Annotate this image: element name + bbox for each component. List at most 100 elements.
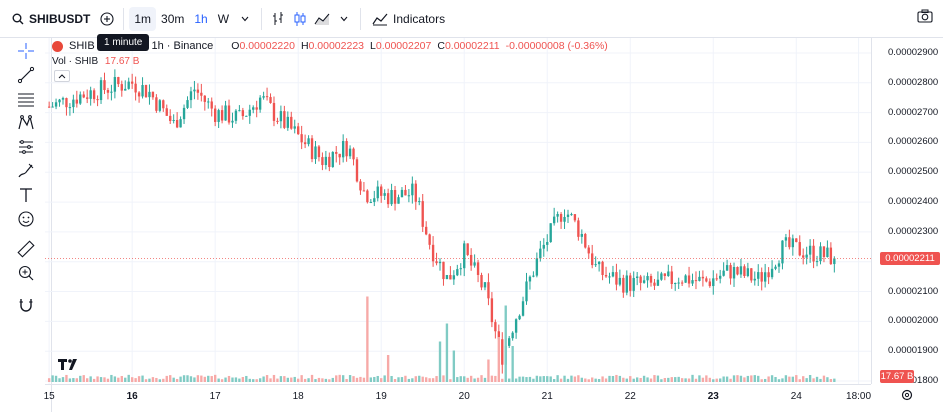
candle-body bbox=[719, 275, 722, 279]
candle-body bbox=[82, 94, 85, 98]
volume-bar bbox=[383, 375, 386, 382]
volume-bar bbox=[214, 374, 217, 382]
candle-body bbox=[795, 238, 798, 243]
candle-body bbox=[383, 193, 386, 196]
volume-bar bbox=[788, 376, 791, 382]
candle-body bbox=[300, 134, 303, 143]
volume-bar bbox=[65, 374, 68, 382]
measure-tool[interactable] bbox=[14, 238, 38, 260]
pattern-tool[interactable] bbox=[14, 112, 38, 134]
volume-bar bbox=[518, 376, 521, 382]
candle-body bbox=[559, 213, 563, 222]
candle-body bbox=[103, 80, 106, 91]
volume-bar bbox=[684, 378, 687, 382]
volume-bar bbox=[421, 376, 424, 382]
candle-body bbox=[722, 270, 725, 276]
candlestick-chart[interactable] bbox=[45, 38, 871, 384]
candle-body bbox=[151, 91, 155, 98]
volume-bar bbox=[463, 376, 466, 382]
candle-body bbox=[165, 108, 168, 116]
candle-body bbox=[196, 89, 200, 93]
indicators-button[interactable]: Indicators bbox=[366, 5, 451, 33]
candle-body bbox=[552, 216, 556, 224]
candle-body bbox=[788, 237, 791, 248]
volume-bar bbox=[86, 378, 89, 382]
volume-bar bbox=[400, 377, 404, 382]
legend-symbol[interactable]: SHIB / bbox=[69, 40, 101, 52]
candle-body bbox=[428, 234, 431, 245]
candle-body bbox=[622, 277, 625, 293]
price-tick-label: 0.00002100 bbox=[888, 285, 939, 297]
volume-bar bbox=[172, 377, 175, 382]
candle-body bbox=[172, 119, 175, 121]
time-axis[interactable]: 15 16 17 18 19 20 21 22 23 24 18:00 bbox=[44, 384, 871, 412]
pattern-icon bbox=[18, 114, 34, 130]
volume-bar bbox=[272, 374, 276, 382]
candle-body bbox=[169, 115, 172, 121]
volume-bar bbox=[276, 378, 279, 382]
brush-tool[interactable] bbox=[14, 160, 38, 182]
volume-bar bbox=[604, 378, 608, 382]
candle-body bbox=[297, 126, 300, 135]
candle-body bbox=[642, 280, 646, 283]
candle-body bbox=[829, 247, 833, 265]
candle-body bbox=[276, 120, 279, 122]
candle-body bbox=[124, 88, 127, 91]
bar-style-button[interactable] bbox=[267, 7, 289, 31]
snapshot-button[interactable] bbox=[917, 9, 933, 28]
volume-bar bbox=[341, 375, 345, 382]
volume-bar bbox=[321, 378, 324, 382]
collapse-legend-button[interactable] bbox=[54, 70, 70, 82]
horizontal-lines-tool[interactable] bbox=[14, 88, 38, 110]
volume-bar bbox=[130, 377, 134, 382]
volume-bar bbox=[297, 378, 300, 382]
volume-bar bbox=[303, 378, 307, 382]
area-style-button[interactable] bbox=[311, 7, 333, 31]
volume-bar bbox=[224, 377, 227, 382]
volume-bar bbox=[635, 377, 639, 382]
trend-line-tool[interactable] bbox=[14, 64, 38, 86]
volume-bar bbox=[227, 375, 231, 382]
gear-icon bbox=[901, 389, 913, 401]
crosshair-tool[interactable] bbox=[14, 40, 38, 62]
volume-bar bbox=[833, 378, 836, 382]
emoji-tool[interactable] bbox=[14, 208, 38, 230]
interval-w[interactable]: W bbox=[217, 11, 230, 26]
candle-body bbox=[736, 267, 739, 275]
interval-1m[interactable]: 1m bbox=[129, 6, 157, 31]
volume-bar bbox=[207, 375, 210, 382]
chart-type-dropdown[interactable] bbox=[333, 7, 355, 31]
candle-body bbox=[594, 264, 597, 266]
candle-body bbox=[528, 276, 532, 282]
magnet-tool[interactable] bbox=[14, 294, 38, 316]
volume-bar bbox=[663, 377, 667, 382]
symbol-search[interactable]: SHIBUSDT bbox=[0, 5, 96, 33]
candle-body bbox=[777, 263, 781, 267]
chevron-down-icon bbox=[340, 16, 348, 21]
volume-bar bbox=[293, 376, 296, 382]
zoom-tool[interactable] bbox=[14, 262, 38, 284]
candles-style-button[interactable] bbox=[289, 7, 311, 31]
forecast-tool[interactable] bbox=[14, 136, 38, 158]
volume-bar bbox=[75, 378, 79, 382]
volume-bar bbox=[466, 377, 469, 382]
intervals-dropdown[interactable] bbox=[234, 7, 256, 31]
price-tick-label: 0.00001900 bbox=[888, 345, 939, 357]
candle-body bbox=[725, 265, 729, 271]
volume-bar bbox=[210, 376, 213, 382]
interval-30m[interactable]: 30m bbox=[161, 11, 185, 26]
candle-body bbox=[411, 183, 414, 196]
candle-body bbox=[698, 276, 701, 281]
candle-body bbox=[290, 116, 293, 129]
candle-body bbox=[466, 243, 469, 255]
volume-bar bbox=[144, 379, 148, 382]
chart-settings-button[interactable] bbox=[900, 388, 914, 402]
text-tool[interactable] bbox=[14, 184, 38, 206]
compare-symbol-button[interactable] bbox=[96, 7, 118, 31]
candle-body bbox=[580, 233, 584, 237]
interval-1h[interactable]: 1h bbox=[194, 11, 208, 26]
price-axis[interactable]: 0.00002900 0.00002800 0.00002700 0.00002600… bbox=[871, 38, 943, 386]
candle-body bbox=[175, 119, 179, 128]
symbol-name: SHIBUSDT bbox=[29, 11, 91, 26]
volume-bar bbox=[307, 378, 310, 382]
